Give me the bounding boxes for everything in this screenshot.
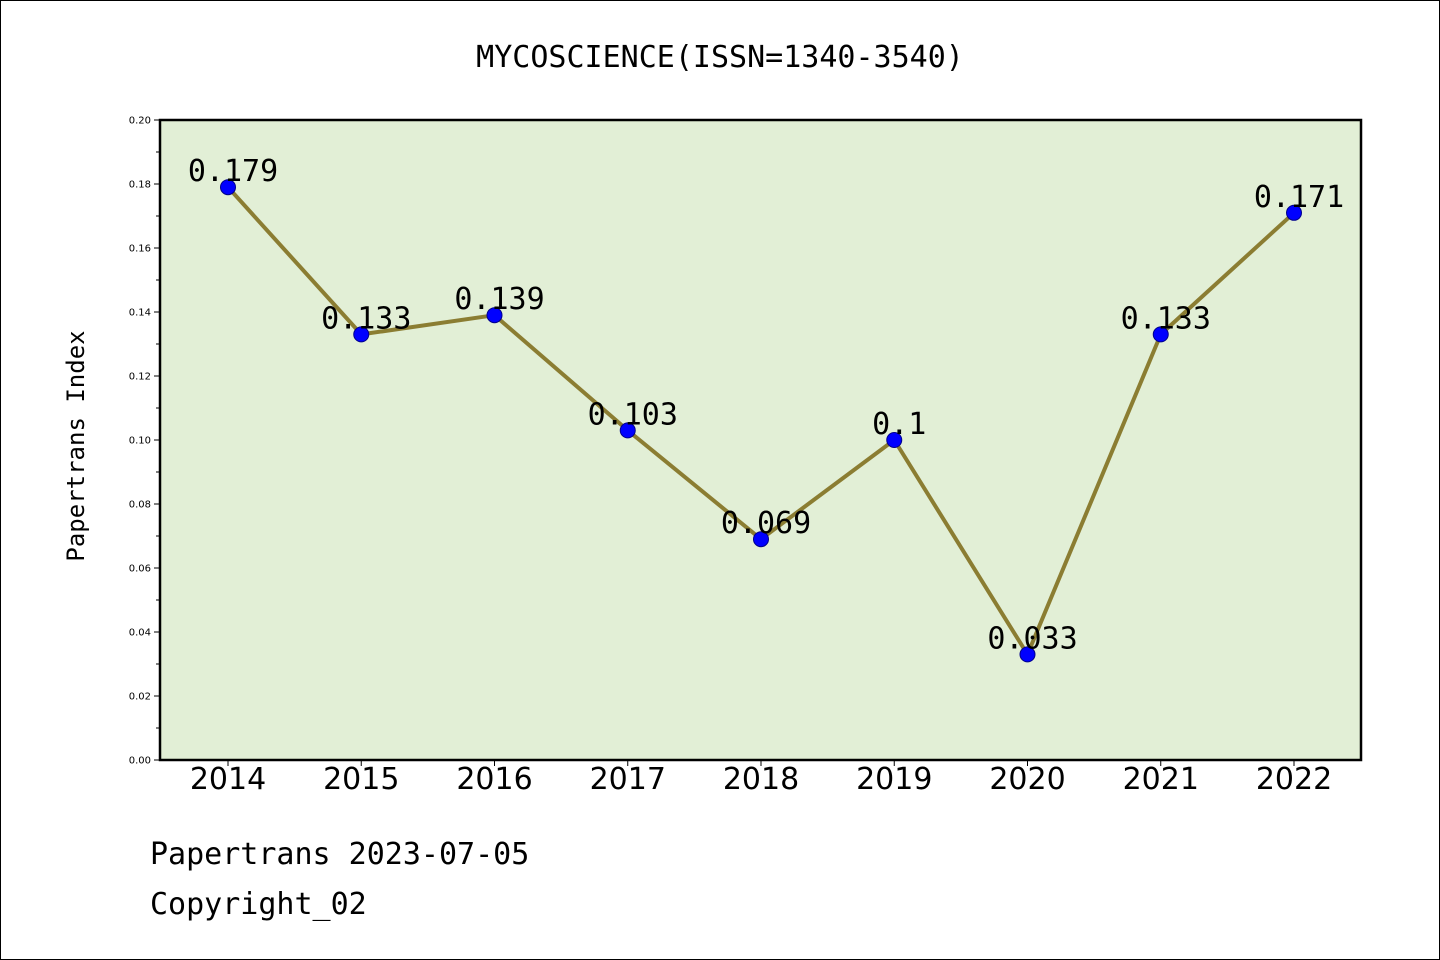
- y-tick-label: 0.02: [129, 692, 151, 703]
- data-label: 0.1: [872, 407, 926, 442]
- y-tick-label: 0.00: [129, 756, 151, 767]
- x-tick-label: 2014: [190, 762, 266, 797]
- x-tick-label: 2017: [590, 762, 666, 797]
- x-tick-label: 2016: [456, 762, 532, 797]
- y-tick-label: 0.18: [129, 180, 151, 191]
- data-point-marker: [886, 432, 903, 448]
- data-point-marker: [1152, 326, 1169, 343]
- y-axis-ticks: 0.00 0.02 0.04 0.06 0.08 0.10 0.12 0.14 0.16 0.18…: [129, 116, 160, 767]
- data-label: 0.103: [588, 397, 678, 432]
- data-label: 0.033: [987, 621, 1077, 656]
- y-axis-label: Papertrans Index: [62, 330, 90, 561]
- data-point-marker: [753, 531, 769, 548]
- data-label: 0.133: [321, 301, 411, 336]
- x-tick-label: 2020: [989, 762, 1065, 797]
- data-label: 0.171: [1254, 180, 1344, 215]
- data-point-marker: [353, 326, 370, 343]
- x-tick-label: 2022: [1256, 762, 1332, 797]
- y-tick-label: 0.06: [129, 564, 151, 575]
- x-tick-label: 2018: [723, 762, 799, 797]
- x-axis-ticks: 2014 2015 2016 2017 2018 2019 2020 2021 2022: [190, 760, 1332, 797]
- y-tick-label: 0.10: [129, 436, 151, 447]
- data-label: 0.179: [188, 154, 278, 189]
- data-label: 0.139: [454, 282, 544, 317]
- data-point-marker: [1286, 204, 1302, 221]
- y-tick-label: 0.08: [129, 500, 151, 511]
- y-tick-label: 0.16: [129, 244, 151, 255]
- data-label: 0.133: [1121, 301, 1211, 336]
- y-tick-label: 0.20: [129, 116, 151, 127]
- data-point-marker: [220, 179, 236, 196]
- data-point-marker: [619, 422, 636, 439]
- plot-border: [158, 118, 1363, 762]
- footer-copyright: Copyright_02: [150, 887, 367, 922]
- data-label: 0.069: [721, 506, 811, 541]
- chart-title: MYCOSCIENCE(ISSN=1340-3540): [476, 40, 964, 75]
- y-tick-label: 0.14: [129, 308, 151, 319]
- data-point-marker: [486, 307, 503, 324]
- data-labels-group: 0.179 0.133 0.139 0.103 0.069 0.1 0.033 0.133 0.…: [188, 154, 1344, 656]
- y-tick-label: 0.12: [129, 372, 151, 383]
- x-tick-label: 2021: [1123, 762, 1199, 797]
- data-point-marker: [1019, 646, 1036, 663]
- y-tick-label: 0.04: [129, 628, 151, 639]
- footer-date: Papertrans 2023-07-05: [150, 837, 529, 872]
- x-tick-label: 2019: [856, 762, 932, 797]
- plot-area: [160, 120, 1361, 760]
- series-line-group: [220, 179, 1302, 663]
- x-tick-label: 2015: [323, 762, 399, 797]
